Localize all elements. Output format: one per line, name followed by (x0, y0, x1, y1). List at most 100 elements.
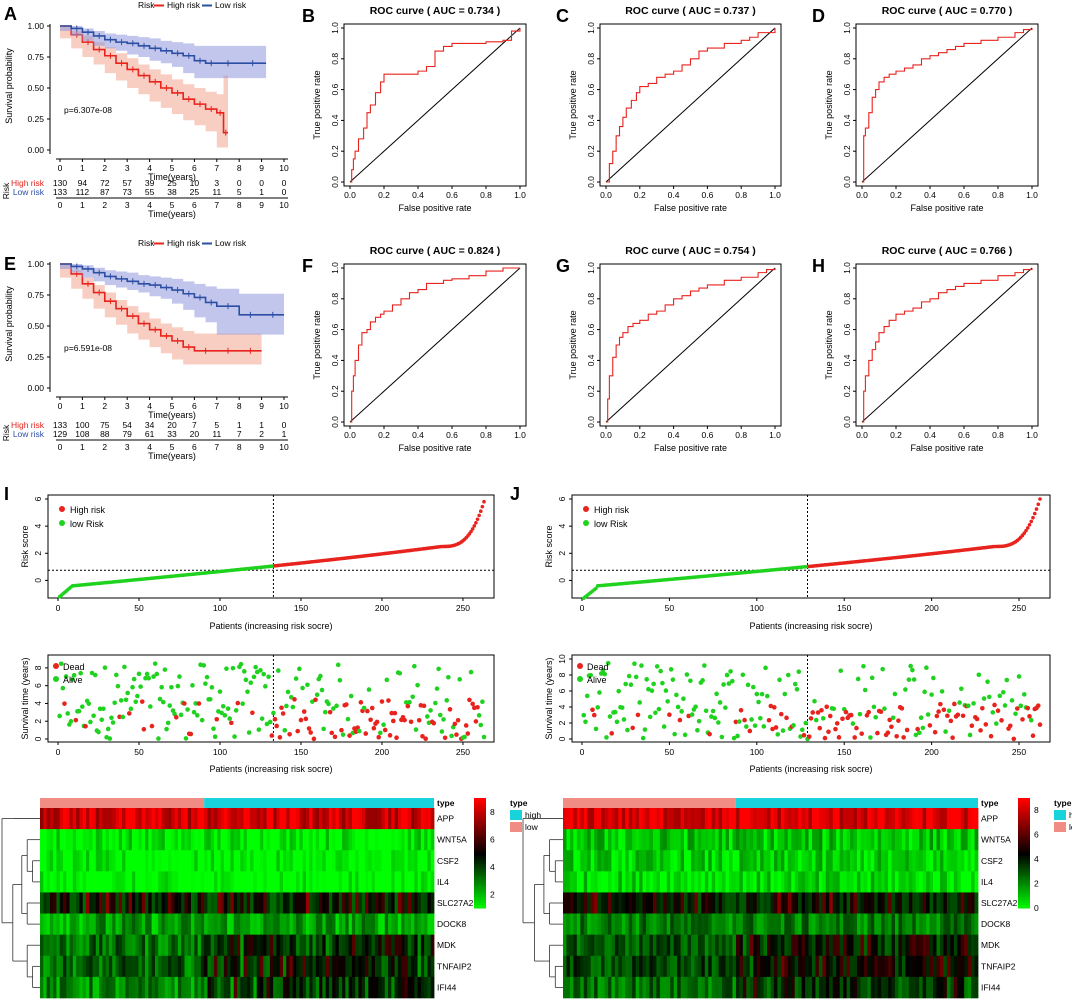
survival-point (374, 719, 380, 725)
survival-point (990, 710, 996, 715)
x-tick-label: 0.8 (992, 190, 1004, 200)
heat-cell (266, 850, 271, 872)
risk-table-tick-label: 6 (192, 200, 197, 210)
heat-cell (325, 850, 330, 872)
heat-cell (256, 892, 261, 914)
heat-cell (214, 871, 218, 893)
heat-cell (898, 808, 903, 830)
heat-cell (670, 934, 675, 957)
survival-point (597, 690, 602, 695)
heat-cell (276, 892, 281, 914)
heat-cell (850, 871, 854, 893)
heat-cell (784, 913, 789, 935)
heat-cell (697, 892, 702, 914)
annotation-low-bar (563, 798, 736, 808)
heat-cell (912, 808, 917, 830)
survival-point (65, 711, 71, 716)
survival-point (945, 713, 950, 719)
heat-cell (302, 892, 307, 914)
x-tick-label: 7 (214, 163, 219, 173)
heat-cell (122, 892, 126, 914)
heat-cell (621, 955, 626, 978)
heat-cell (348, 955, 353, 978)
heat-cell (677, 808, 681, 830)
heat-cell (590, 871, 595, 893)
heat-cell (929, 955, 934, 978)
heat-cell (718, 808, 723, 830)
heat-cell (652, 934, 657, 957)
heat-cell (801, 892, 806, 914)
gene-label: APP (437, 814, 454, 824)
survival-point (873, 714, 878, 720)
heat-cell (299, 934, 304, 957)
heat-cell (46, 808, 51, 830)
survival-point (995, 708, 1001, 714)
heat-cell (742, 850, 747, 872)
heat-cell (223, 976, 228, 999)
heat-cell (929, 892, 934, 914)
heat-cell (289, 976, 294, 999)
heat-cell (801, 976, 806, 999)
heat-cell (946, 976, 951, 999)
heat-cell (243, 976, 248, 999)
y-tick-label: 0.75 (27, 52, 44, 62)
heat-cell (355, 892, 359, 914)
heat-cell (72, 934, 77, 957)
heat-cell (939, 913, 944, 935)
heat-cell (673, 829, 678, 851)
roc-curve (862, 268, 1033, 423)
heat-cell (158, 913, 162, 935)
heat-cell (158, 976, 162, 999)
colorbar-segment (474, 806, 486, 810)
heat-cell (279, 871, 284, 893)
heat-cell (59, 829, 64, 851)
heat-cell (628, 829, 633, 851)
heat-cell (749, 829, 754, 851)
heat-cell (825, 934, 830, 957)
x-tick-label: 0.6 (446, 190, 458, 200)
survival-point (355, 725, 360, 730)
survival-point (808, 716, 814, 721)
risk-table-tick-label: 9 (259, 442, 264, 452)
heat-cell (836, 892, 841, 914)
heat-cell (666, 913, 671, 935)
survival-point (827, 713, 833, 719)
heat-cell (361, 808, 366, 830)
heat-cell (411, 913, 415, 935)
heat-cell (365, 955, 369, 978)
heat-cell (197, 913, 202, 935)
heat-cell (739, 808, 744, 830)
survival-point (658, 668, 663, 674)
survival-point (369, 705, 375, 711)
heat-cell (115, 871, 120, 893)
colorbar-segment (474, 866, 486, 870)
heat-cell (587, 934, 592, 957)
heat-cell (964, 892, 969, 914)
heat-cell (566, 829, 571, 851)
heat-cell (684, 808, 688, 830)
survival-point (329, 730, 335, 736)
heat-cell (286, 934, 290, 957)
heat-cell (420, 913, 425, 935)
x-tick-label: 0.4 (668, 430, 680, 440)
y-tick-label: 4 (33, 701, 43, 706)
heat-cell (850, 934, 854, 957)
annotation-label: type (437, 798, 455, 808)
heat-cell (40, 955, 44, 978)
heat-cell (964, 934, 969, 957)
km-line-low (60, 263, 284, 316)
heat-cell (325, 976, 330, 999)
heat-cell (240, 808, 244, 830)
heat-cell (263, 871, 267, 893)
heat-cell (950, 976, 955, 999)
x-tick-label: 150 (837, 747, 851, 757)
survival-point (277, 735, 283, 740)
heat-cell (158, 892, 162, 914)
heat-cell (391, 913, 395, 935)
x-tick-label: 1.0 (1026, 190, 1038, 200)
heat-cell (66, 913, 70, 935)
type-legend-low-label: low (525, 822, 539, 832)
heat-cell (670, 871, 675, 893)
survival-point (583, 719, 588, 725)
heat-cell (946, 913, 951, 935)
